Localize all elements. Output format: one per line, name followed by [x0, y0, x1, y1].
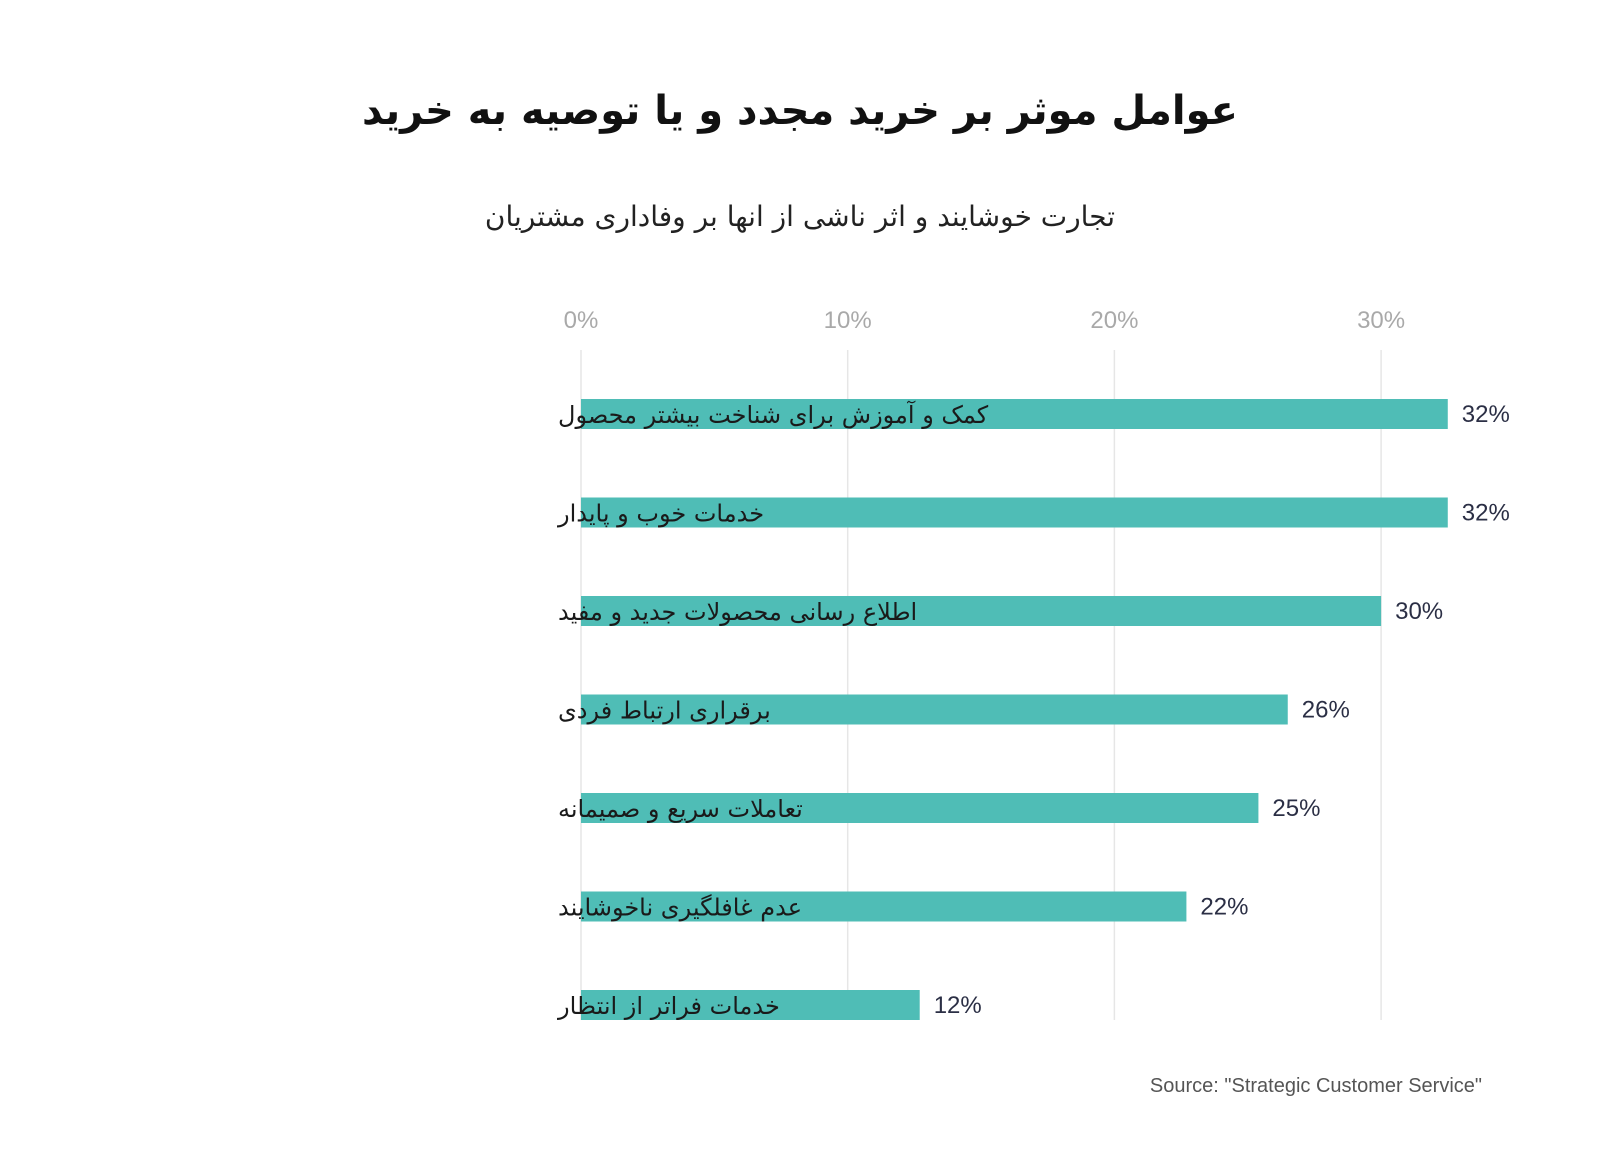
category-label: کمک و آموزش برای شناخت بیشتر محصول [558, 400, 989, 429]
data-label: 32% [1462, 401, 1510, 428]
x-tick-label: 10% [824, 307, 872, 334]
data-label: 25% [1272, 795, 1320, 822]
category-label: اطلاع رسانی محصولات جدید و مفید [558, 598, 917, 626]
chart-subtitle: تجارت خوشایند و اثر ناشی از انها بر وفاد… [484, 200, 1116, 233]
x-tick-label: 30% [1357, 307, 1405, 334]
bar [581, 399, 1448, 429]
data-label: 22% [1200, 894, 1248, 921]
category-label: عدم غافلگیری ناخوشایند [558, 894, 802, 922]
data-label: 30% [1395, 598, 1443, 625]
bar [581, 793, 1259, 823]
bar [581, 694, 1288, 725]
data-label: 32% [1462, 500, 1510, 527]
data-label: 12% [934, 992, 982, 1019]
source-note: Source: "Strategic Customer Service" [1149, 1075, 1482, 1097]
category-label: خدمات فراتر از انتظار [557, 992, 780, 1020]
bar [581, 596, 1382, 626]
category-label: تعاملات سریع و صمیمانه [558, 795, 803, 823]
category-label: برقراری ارتباط فردی [558, 697, 771, 725]
bar [581, 891, 1187, 922]
bar [581, 497, 1448, 528]
chart-title: عوامل موثر بر خرید مجدد و یا توصیه به خر… [362, 88, 1238, 134]
x-tick-label: 0% [564, 307, 599, 334]
category-label: خدمات خوب و پایدار [557, 500, 764, 528]
x-tick-label: 20% [1090, 307, 1138, 334]
bar [581, 990, 920, 1020]
data-label: 26% [1302, 697, 1350, 724]
